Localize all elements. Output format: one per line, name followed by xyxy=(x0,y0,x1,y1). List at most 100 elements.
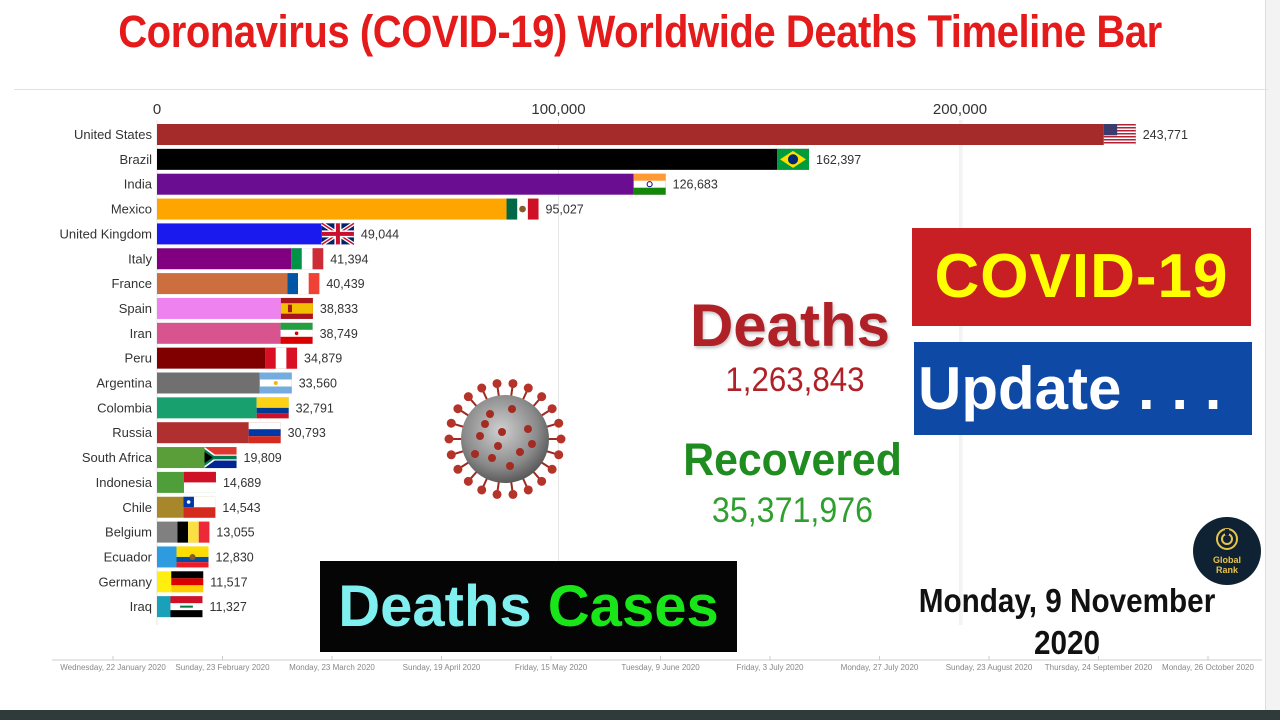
bar xyxy=(157,198,539,220)
global-rank-logo: Global Rank xyxy=(1193,517,1261,585)
category-label: United Kingdom xyxy=(60,226,153,241)
x-tick-label: 0 xyxy=(153,101,161,118)
flag-india-icon xyxy=(633,173,666,195)
value-label: 19,809 xyxy=(244,451,282,465)
bar-row: Iran 38,749 xyxy=(130,322,358,344)
flag-argentina-icon xyxy=(259,372,292,394)
flag-france-icon xyxy=(287,273,320,295)
timeline-date-label: Sunday, 19 April 2020 xyxy=(403,663,481,672)
bar-row: Germany 11,517 xyxy=(99,571,248,593)
category-label: Spain xyxy=(119,301,152,316)
bar-row: Indonesia 14,689 xyxy=(96,471,261,493)
covid-19-badge: COVID-19 xyxy=(912,228,1251,326)
bar-row: Russia 30,793 xyxy=(112,422,326,444)
title-divider xyxy=(14,89,1268,90)
bar xyxy=(157,124,1136,145)
x-tick-label: 200,000 xyxy=(933,101,987,118)
category-label: Brazil xyxy=(119,152,152,167)
value-label: 13,055 xyxy=(216,526,254,540)
flag-spain-icon xyxy=(280,297,313,319)
bar xyxy=(157,347,298,369)
category-label: France xyxy=(112,276,152,291)
value-label: 11,517 xyxy=(210,575,247,589)
banner-word-deaths: Deaths xyxy=(338,574,532,639)
category-label: India xyxy=(124,177,153,192)
value-label: 243,771 xyxy=(1143,128,1188,142)
category-label: Belgium xyxy=(105,525,152,540)
flag-mexico-icon xyxy=(506,198,539,220)
timeline-date-label: Monday, 27 July 2020 xyxy=(841,663,919,672)
bar xyxy=(157,273,320,295)
category-label: Germany xyxy=(99,574,153,589)
value-label: 32,791 xyxy=(296,401,334,415)
timeline-date-label: Friday, 15 May 2020 xyxy=(515,663,588,672)
value-label: 12,830 xyxy=(216,550,254,564)
bar-row: Brazil 162,397 xyxy=(119,148,861,170)
bar-row: Peru 34,879 xyxy=(125,347,342,369)
category-label: Iraq xyxy=(130,599,152,614)
bar xyxy=(157,322,313,344)
category-label: Mexico xyxy=(111,202,152,217)
flag-peru-icon xyxy=(265,347,298,369)
timeline-date-label: Monday, 26 October 2020 xyxy=(1162,663,1254,672)
value-label: 30,793 xyxy=(288,426,326,440)
bar-row: Italy 41,394 xyxy=(128,248,368,270)
flag-belgium-icon xyxy=(177,521,210,543)
bar-row: Ecuador 12,830 xyxy=(104,546,254,568)
deaths-total-value: 1,263,843 xyxy=(725,361,865,399)
recovered-total-label: Recovered xyxy=(683,434,902,485)
bottom-strip xyxy=(0,710,1280,720)
category-label: Chile xyxy=(122,500,152,515)
global-rank-logo-icon xyxy=(1216,528,1238,550)
flag-germany-icon xyxy=(171,571,204,593)
category-label: Argentina xyxy=(96,376,152,391)
bar-row: France 40,439 xyxy=(112,273,365,295)
bar-row: South Africa 19,809 xyxy=(82,447,282,469)
category-label: Peru xyxy=(125,351,152,366)
bar xyxy=(157,173,666,195)
bars: United States 243,771 Brazil 162,397 India 12… xyxy=(60,124,1188,618)
right-border-line xyxy=(1265,0,1266,720)
flag-indonesia-icon xyxy=(183,471,216,493)
category-label: Italy xyxy=(128,251,152,266)
value-label: 49,044 xyxy=(361,227,399,241)
flag-italy-icon xyxy=(291,248,324,270)
value-label: 126,683 xyxy=(673,178,718,192)
bar-row: India 126,683 xyxy=(124,173,718,195)
flag-colombia-icon xyxy=(256,397,289,419)
update-badge: Update . . . xyxy=(914,342,1252,435)
flag-south-africa-icon xyxy=(204,447,237,469)
bar xyxy=(157,397,289,419)
value-label: 14,689 xyxy=(223,476,261,490)
flag-chile-icon xyxy=(183,496,216,518)
bar xyxy=(157,297,313,319)
category-label: Ecuador xyxy=(104,549,153,564)
category-label: Russia xyxy=(112,425,153,440)
value-label: 41,394 xyxy=(330,252,368,266)
timeline-date-label: Friday, 3 July 2020 xyxy=(737,663,805,672)
deaths-cases-banner: Deaths Cases xyxy=(320,561,737,652)
logo-line-2: Rank xyxy=(1215,565,1238,575)
timeline-date-label: Sunday, 23 February 2020 xyxy=(175,663,270,672)
bar xyxy=(157,248,324,270)
timeline-date-label: Tuesday, 9 June 2020 xyxy=(621,663,700,672)
flag-usa-icon xyxy=(1103,124,1136,145)
timeline-date-label: Wednesday, 22 January 2020 xyxy=(60,663,166,672)
bar-row: Belgium 13,055 xyxy=(105,521,255,543)
deaths-total-label: Deaths xyxy=(689,292,891,359)
bar xyxy=(157,148,810,170)
value-label: 40,439 xyxy=(326,277,364,291)
bar-row: United Kingdom 49,044 xyxy=(60,221,399,247)
bar xyxy=(157,372,292,394)
flag-iraq-icon xyxy=(170,596,203,618)
category-label: Colombia xyxy=(97,400,153,415)
logo-line-1: Global xyxy=(1212,555,1241,565)
page-title: Coronavirus (COVID-19) Worldwide Deaths … xyxy=(118,6,1162,57)
value-label: 38,749 xyxy=(320,327,358,341)
bar-row: Colombia 32,791 xyxy=(97,397,334,419)
timeline-date-label: Monday, 23 March 2020 xyxy=(289,663,375,672)
recovered-total-value: 35,371,976 xyxy=(711,491,874,530)
value-label: 34,879 xyxy=(304,352,342,366)
bar-row: United States 243,771 xyxy=(74,124,1188,145)
flag-iran-icon xyxy=(280,322,313,344)
